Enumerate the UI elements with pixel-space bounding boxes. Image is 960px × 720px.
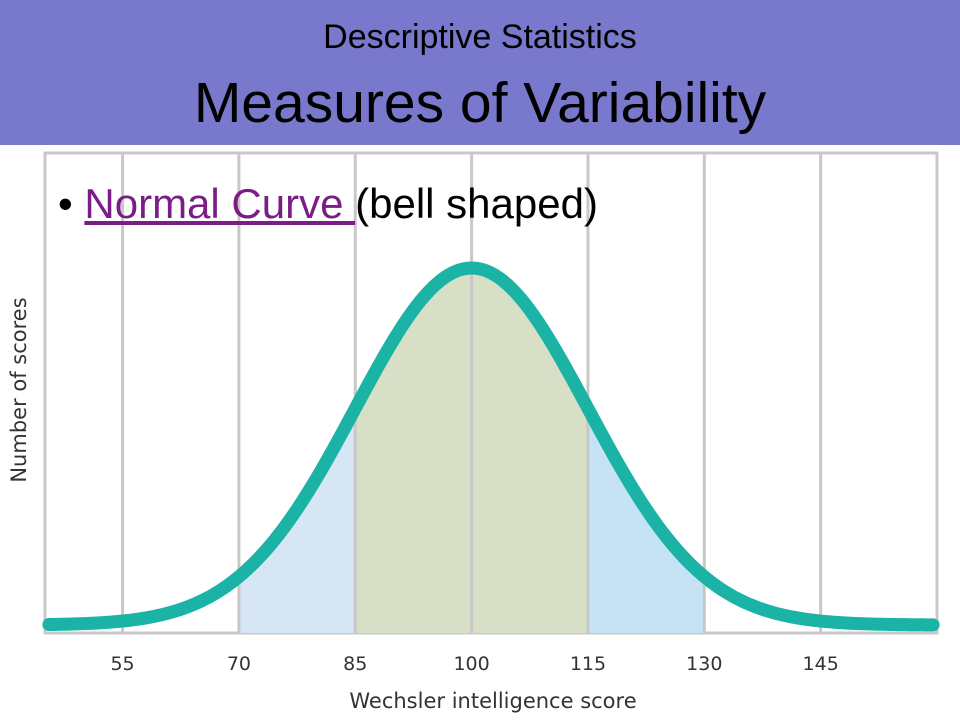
- slide-subtitle: Descriptive Statistics: [323, 18, 637, 56]
- x-tick-label-85: 85: [343, 653, 367, 675]
- slide-title: Measures of Variability: [193, 71, 767, 135]
- slide-header: Descriptive Statistics Measures of Varia…: [0, 0, 960, 145]
- x-tick-label-70: 70: [227, 653, 251, 675]
- x-axis-label: Wechsler intelligence score: [349, 689, 636, 713]
- x-tick-label-115: 115: [570, 653, 606, 675]
- x-tick-label-55: 55: [110, 653, 134, 675]
- x-tick-label-100: 100: [453, 653, 489, 675]
- bullet-marker: •: [58, 180, 73, 227]
- bell-curve-line: [42, 261, 940, 632]
- x-tick-label-145: 145: [803, 653, 839, 675]
- y-axis-label: Number of scores: [7, 297, 31, 482]
- bell-curve-chart: 55 70 85 100 115 130 145 Wechsler intelligence…: [7, 151, 940, 713]
- bullet-text: (bell shaped): [355, 180, 598, 227]
- normal-curve-link[interactable]: Normal Curve: [84, 180, 356, 227]
- bullet-item: • Normal Curve (bell shaped): [58, 180, 598, 228]
- x-tick-label-130: 130: [686, 653, 722, 675]
